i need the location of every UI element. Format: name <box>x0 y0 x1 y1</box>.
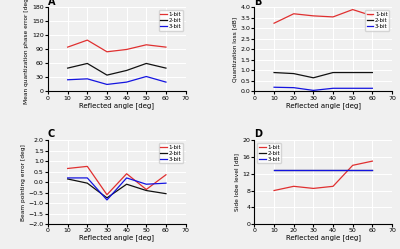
Text: A: A <box>48 0 56 7</box>
Y-axis label: Quantization loss [dB]: Quantization loss [dB] <box>232 17 238 82</box>
Legend: 1-bit, 2-bit, 3-bit: 1-bit, 2-bit, 3-bit <box>257 143 282 163</box>
Y-axis label: Mean quantization phase error [deg]: Mean quantization phase error [deg] <box>24 0 29 104</box>
X-axis label: Reflected angle [deg]: Reflected angle [deg] <box>79 102 154 109</box>
Text: B: B <box>254 0 262 7</box>
X-axis label: Reflected angle [deg]: Reflected angle [deg] <box>79 235 154 242</box>
Y-axis label: Side lobe level [dB]: Side lobe level [dB] <box>234 153 240 211</box>
Y-axis label: Beam pointing error [deg]: Beam pointing error [deg] <box>21 144 26 221</box>
Text: C: C <box>48 129 55 139</box>
Legend: 1-bit, 2-bit, 3-bit: 1-bit, 2-bit, 3-bit <box>158 143 183 163</box>
X-axis label: Reflected angle [deg]: Reflected angle [deg] <box>286 235 361 242</box>
Legend: 1-bit, 2-bit, 3-bit: 1-bit, 2-bit, 3-bit <box>158 10 183 31</box>
X-axis label: Reflected angle [deg]: Reflected angle [deg] <box>286 102 361 109</box>
Text: D: D <box>254 129 262 139</box>
Legend: 1-bit, 2-bit, 3-bit: 1-bit, 2-bit, 3-bit <box>365 10 389 31</box>
